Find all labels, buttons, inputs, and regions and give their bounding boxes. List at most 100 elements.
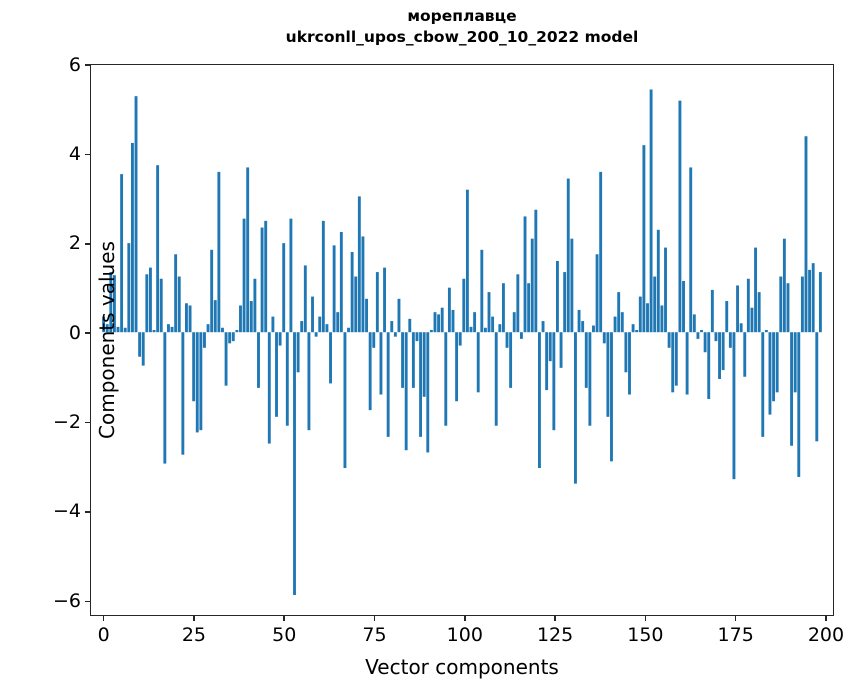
bar	[267, 332, 271, 444]
bar	[419, 332, 423, 437]
y-tick-label: −4	[52, 500, 81, 523]
bar	[800, 276, 804, 333]
bar	[275, 332, 278, 417]
bar	[148, 267, 152, 333]
bar	[487, 292, 491, 333]
bar	[538, 332, 541, 469]
bar	[249, 301, 253, 333]
bar	[112, 275, 116, 333]
bar	[228, 332, 232, 344]
y-tick-label: 4	[68, 142, 81, 165]
bar	[732, 332, 736, 480]
bar	[739, 323, 743, 333]
x-tick-mark	[825, 615, 827, 621]
bars-group	[102, 89, 822, 595]
bar	[415, 332, 419, 342]
bar	[386, 332, 390, 437]
bar	[138, 332, 142, 357]
bar	[289, 218, 293, 333]
bar	[444, 332, 448, 426]
bar	[343, 332, 347, 469]
bar	[383, 267, 386, 333]
bar	[534, 209, 538, 333]
bar	[159, 278, 163, 333]
bar	[667, 332, 671, 348]
bar	[336, 312, 340, 333]
x-tick-label: 175	[717, 624, 754, 646]
bar	[566, 178, 570, 333]
bar	[664, 247, 667, 333]
plot-area	[91, 65, 833, 615]
bar	[213, 300, 217, 333]
bar	[361, 236, 365, 333]
bar	[318, 316, 322, 333]
bar	[123, 327, 127, 333]
bar	[606, 332, 610, 417]
bar	[130, 142, 134, 333]
bar	[401, 332, 405, 388]
bar	[260, 227, 264, 333]
bar	[325, 324, 329, 333]
bar	[455, 332, 459, 402]
bar	[613, 316, 617, 333]
bar	[217, 171, 221, 333]
bar	[307, 332, 311, 431]
y-tick-label: −2	[52, 411, 81, 434]
bar	[145, 274, 149, 333]
bar	[368, 332, 372, 411]
bar	[797, 332, 801, 477]
bar	[584, 332, 588, 388]
bar	[682, 280, 685, 333]
bar	[519, 332, 523, 339]
bar	[491, 316, 495, 333]
y-tick-mark	[85, 600, 91, 603]
bar	[628, 332, 631, 395]
x-tick-label: 100	[446, 624, 483, 646]
bar	[375, 272, 379, 333]
bar	[354, 276, 358, 333]
bar	[393, 332, 397, 337]
bar	[772, 332, 776, 402]
bar	[811, 263, 815, 333]
bar	[170, 326, 174, 333]
y-tick-label: 0	[68, 321, 81, 344]
y-tick-mark	[85, 242, 91, 245]
bar	[257, 332, 260, 388]
bar	[660, 305, 664, 333]
x-tick-mark	[644, 615, 647, 621]
bar	[718, 332, 721, 379]
bar	[556, 260, 559, 333]
bar	[790, 332, 794, 446]
bar	[347, 327, 350, 333]
bar	[768, 332, 772, 415]
bar	[224, 332, 228, 386]
bar	[696, 332, 700, 339]
bar	[746, 278, 750, 333]
bar	[498, 324, 502, 333]
bar	[210, 249, 214, 333]
x-axis-label: Vector components	[365, 655, 559, 679]
bar	[541, 321, 545, 333]
y-tick-mark	[85, 64, 91, 66]
bar	[465, 189, 469, 333]
bar	[588, 332, 592, 426]
bar	[195, 332, 199, 433]
bar	[174, 254, 178, 333]
bar	[653, 276, 657, 333]
bar	[649, 89, 653, 333]
x-tick-label: 50	[272, 624, 297, 646]
bar	[757, 292, 761, 333]
chart-title-model: ukrconll_upos_cbow_200_10_2022 model	[285, 28, 639, 46]
x-tick-mark	[734, 615, 737, 621]
x-tick-label: 75	[362, 624, 387, 646]
bar	[815, 332, 819, 442]
bar	[221, 327, 224, 333]
bar	[818, 272, 822, 333]
x-tick-mark	[283, 615, 286, 621]
bar	[458, 332, 462, 346]
x-tick-mark	[554, 615, 556, 621]
bar	[610, 332, 613, 462]
bar	[303, 265, 307, 333]
bar	[725, 301, 729, 333]
